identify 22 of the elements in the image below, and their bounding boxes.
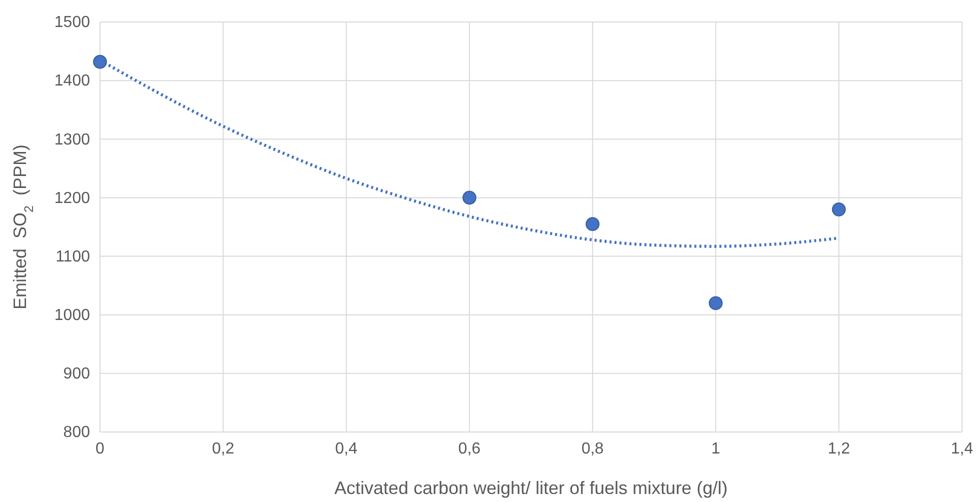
y-tick-label: 1400 [54, 72, 90, 90]
y-tick-label: 800 [63, 424, 90, 442]
x-tick-label: 1,4 [950, 440, 974, 458]
x-tick-label: 0,4 [335, 440, 358, 458]
y-tick-label: 1100 [56, 248, 90, 266]
y-tick-label: 1300 [54, 131, 90, 148]
y-tick-label: 1000 [54, 306, 90, 324]
x-tick-label: 1 [711, 440, 720, 458]
y-tick-label: 900 [63, 366, 90, 383]
point [832, 202, 846, 216]
point [93, 54, 107, 69]
x-tick-label: 0 [96, 440, 105, 458]
x-tick-label: 0,6 [458, 440, 481, 458]
y-tick-label: 1500 [54, 14, 90, 32]
y-tick-label: 1200 [54, 190, 90, 207]
x-tick-label: 1,2 [828, 440, 850, 458]
x-tick-label: 0,2 [212, 440, 234, 458]
point [586, 217, 600, 231]
point [708, 296, 723, 310]
x-tick-label: 0,8 [581, 440, 604, 458]
x-axis-title: Activated carbon weight/ liter of fuels mixture (g/l) [334, 478, 728, 498]
point [462, 190, 476, 205]
